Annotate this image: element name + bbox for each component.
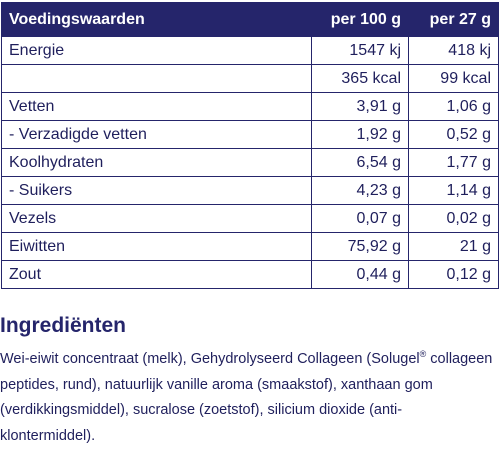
table-row: Energie 1547 kj 418 kj: [1, 36, 499, 65]
registered-trademark-mark: ®: [419, 349, 427, 359]
ingredients-text-part-2: collageen peptides, rund), natuurlijk va…: [0, 351, 493, 444]
value-per-100g: 0,44 g: [311, 260, 409, 289]
value-per-27g: 99 kcal: [408, 64, 499, 93]
value-per-100g: 0,07 g: [311, 204, 409, 233]
value-per-100g: 1547 kj: [311, 36, 409, 65]
value-per-27g: 0,12 g: [408, 260, 499, 289]
nutrient-name: - Verzadigde vetten: [1, 120, 312, 149]
nutrient-name: Eiwitten: [1, 232, 312, 261]
nutrient-name: Vezels: [1, 204, 312, 233]
table-row: Eiwitten 75,92 g 21 g: [1, 232, 499, 261]
value-per-27g: 0,52 g: [408, 120, 499, 149]
nutrient-name: Vetten: [1, 92, 312, 121]
table-row: Koolhydraten 6,54 g 1,77 g: [1, 148, 499, 177]
table-header-row: Voedingswaarden per 100 g per 27 g: [1, 2, 499, 37]
header-per-100g: per 100 g: [311, 2, 409, 37]
nutrient-name: [1, 64, 312, 93]
value-per-100g: 6,54 g: [311, 148, 409, 177]
nutrient-name: Koolhydraten: [1, 148, 312, 177]
table-row: Zout 0,44 g 0,12 g: [1, 260, 499, 289]
table-row: Vetten 3,91 g 1,06 g: [1, 92, 499, 121]
table-row: - Verzadigde vetten 1,92 g 0,52 g: [1, 120, 499, 149]
nutrient-name: Zout: [1, 260, 312, 289]
nutrient-name: - Suikers: [1, 176, 312, 205]
nutrition-table: Voedingswaarden per 100 g per 27 g Energ…: [1, 2, 499, 289]
ingredients-title: Ingrediënten: [0, 314, 127, 337]
value-per-100g: 3,91 g: [311, 92, 409, 121]
table-row: 365 kcal 99 kcal: [1, 64, 499, 93]
header-per-27g: per 27 g: [408, 2, 499, 37]
value-per-27g: 21 g: [408, 232, 499, 261]
value-per-100g: 1,92 g: [311, 120, 409, 149]
value-per-27g: 1,77 g: [408, 148, 499, 177]
value-per-100g: 365 kcal: [311, 64, 409, 93]
value-per-27g: 418 kj: [408, 36, 499, 65]
table-row: Vezels 0,07 g 0,02 g: [1, 204, 499, 233]
table-row: - Suikers 4,23 g 1,14 g: [1, 176, 499, 205]
header-nutrient: Voedingswaarden: [1, 2, 312, 37]
value-per-27g: 1,06 g: [408, 92, 499, 121]
value-per-100g: 4,23 g: [311, 176, 409, 205]
ingredients-text: Wei-eiwit concentraat (melk), Gehydrolys…: [0, 347, 496, 449]
value-per-100g: 75,92 g: [311, 232, 409, 261]
value-per-27g: 1,14 g: [408, 176, 499, 205]
value-per-27g: 0,02 g: [408, 204, 499, 233]
nutrient-name: Energie: [1, 36, 312, 65]
ingredients-text-part-1: Wei-eiwit concentraat (melk), Gehydrolys…: [0, 351, 420, 367]
